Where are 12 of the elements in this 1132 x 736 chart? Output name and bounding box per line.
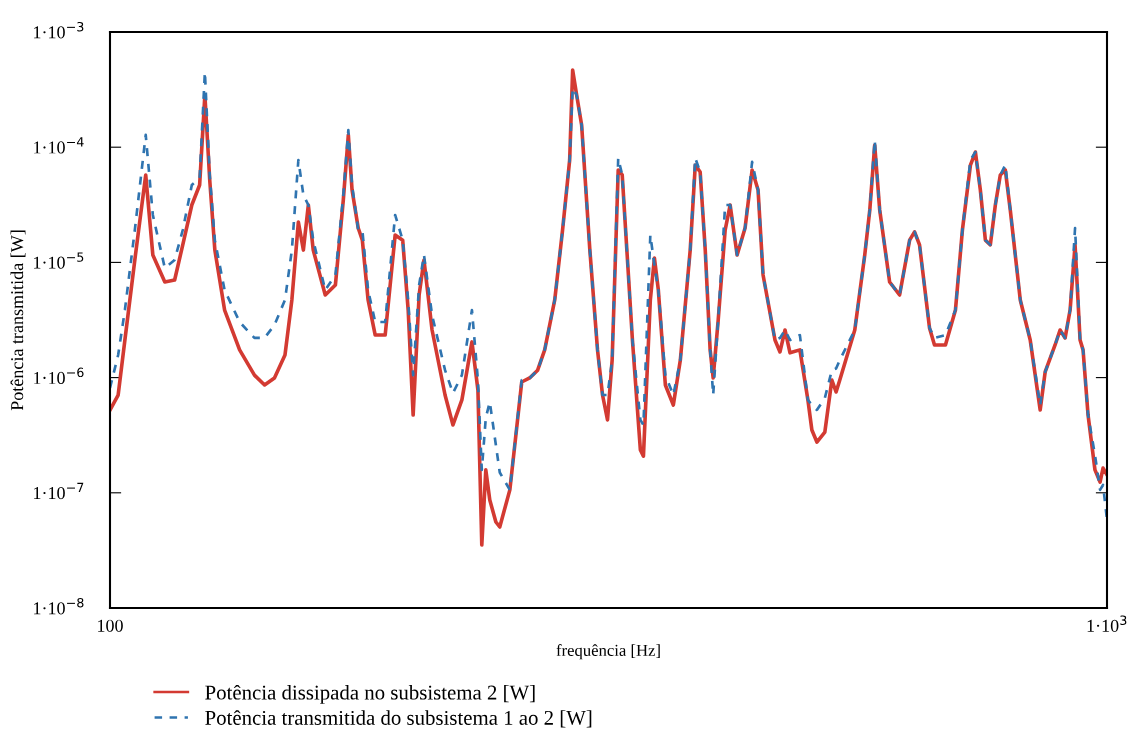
- y-tick-label: 1·10$^{−3}$: [34, 21, 84, 39]
- y-tick-label: 1·10$^{−6}$: [34, 367, 84, 385]
- legend-label: Potência dissipada no subsistema 2 [W]: [205, 684, 535, 704]
- x-tick-label: 100: [98, 619, 123, 632]
- y-axis-title: Potência transmitida [W]: [10, 230, 26, 411]
- x-tick-label: 1·10$^{3}$: [1087, 615, 1127, 632]
- y-tick-label: 1·10$^{−4}$: [34, 137, 84, 154]
- x-axis-title: frequência [Hz]: [556, 644, 660, 660]
- y-tick-label: 1·10$^{−8}$: [34, 597, 84, 615]
- y-tick-label: 1·10$^{−5}$: [34, 252, 84, 269]
- legend-label: Potência transmitida do subsistema 1 ao 2 [W]: [205, 710, 592, 728]
- y-tick-label: 1·10$^{−7}$: [34, 482, 84, 500]
